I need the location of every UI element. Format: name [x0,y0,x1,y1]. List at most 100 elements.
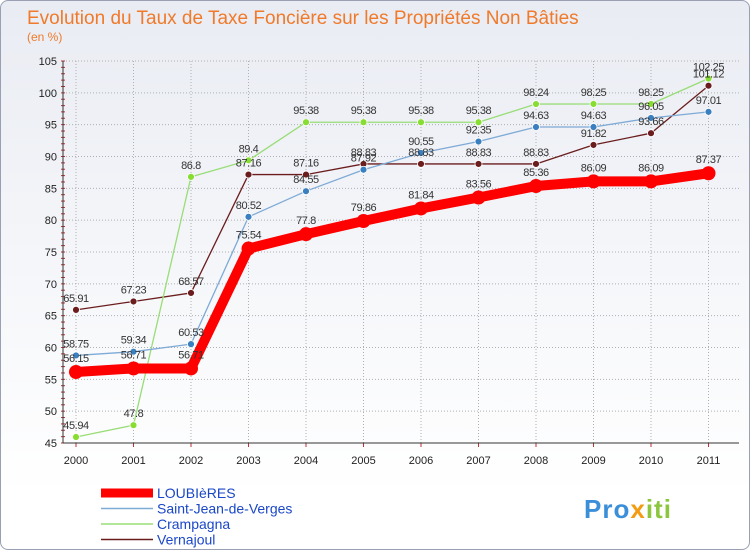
point-vernajoul [417,160,425,168]
data-label-loubi-res: 86.09 [638,162,664,174]
point-vernajoul [187,289,195,297]
data-label-loubi-res: 56.71 [178,349,204,361]
point-crampagna [417,118,425,127]
legend-label-vernajoul: Vernajoul [157,532,215,548]
series-line-vernajoul [75,85,710,311]
data-label-vernajoul: 67.23 [121,284,147,296]
point-saint-jean-de-verges [647,114,655,122]
data-label-vernajoul: 88.83 [351,147,377,159]
point-crampagna [72,433,80,441]
point-loubi-res [529,179,543,194]
point-saint-jean-de-verges [532,123,540,131]
axes: 45 50 55 60 65 70 75 80 85 90 95 100 105 2000 2001 2002… [39,56,739,467]
data-label-loubi-res: 83.56 [466,179,492,191]
x-tick-label: 2008 [524,455,548,467]
legend-label-saint-jean-de-verges: Saint-Jean-de-Verges [157,501,292,517]
y-tick-label: 75 [45,247,57,259]
point-crampagna [589,100,598,108]
point-crampagna [359,118,368,127]
proxiti-logo: Proxiti [584,494,671,524]
data-label-crampagna: 98.25 [581,87,607,99]
series-layer [69,74,716,441]
point-crampagna [129,421,138,430]
point-saint-jean-de-verges [359,165,368,174]
point-saint-jean-de-verges [302,187,310,196]
data-label-saint-jean-de-verges: 94.63 [581,110,607,122]
x-tick-label: 2011 [697,455,721,467]
x-tick-label: 2004 [294,455,318,467]
data-label-saint-jean-de-verges: 60.53 [178,327,204,339]
point-saint-jean-de-verges [589,123,598,131]
point-loubi-res [356,214,371,229]
y-tick-label: 85 [45,183,57,195]
series-line-crampagna [75,77,710,438]
point-vernajoul [474,160,483,168]
data-label-crampagna: 102.25 [693,62,725,74]
chart-title: Evolution du Taux de Taxe Foncière sur l… [27,8,579,29]
y-tick-label: 60 [45,343,57,355]
data-label-loubi-res: 85.36 [523,167,549,179]
series-line-saint-jean-de-verges [75,111,710,357]
y-tick-label: 90 [45,152,57,164]
y-tick-label: 80 [45,215,57,227]
point-vernajoul [302,170,310,179]
data-label-crampagna: 98.24 [523,87,549,99]
point-loubi-res [644,174,658,189]
point-crampagna [187,172,195,181]
data-label-vernajoul: 88.83 [523,147,549,159]
data-label-vernajoul: 87.16 [236,158,262,170]
data-label-vernajoul: 88.83 [466,147,492,159]
point-saint-jean-de-verges [244,212,253,221]
data-label-vernajoul: 101.12 [693,69,725,81]
data-label-saint-jean-de-verges: 97.01 [696,95,722,107]
point-crampagna [704,74,713,83]
data-label-saint-jean-de-verges: 90.55 [408,136,434,148]
point-saint-jean-de-verges [129,347,138,356]
x-tick-label: 2005 [351,455,375,467]
data-label-vernajoul: 65.91 [63,293,89,305]
x-tick-label: 2009 [581,455,605,467]
data-labels: 65.91 67.23 68.57 87.16 87.16 88.83 88.83 88.83… [63,62,725,433]
y-tick-label: 105 [39,56,57,68]
point-loubi-res [701,166,716,181]
point-loubi-res [471,190,486,205]
logo-text-x: x [630,494,645,524]
x-tick-label: 2010 [639,455,663,467]
x-tick-label: 2007 [466,455,490,467]
point-loubi-res [241,241,256,256]
data-label-loubi-res: 56.71 [121,349,147,361]
point-loubi-res [299,227,313,242]
x-tick-label: 2001 [121,455,145,467]
point-vernajoul [647,129,655,138]
x-tick-label: 2002 [179,455,203,467]
point-loubi-res [586,174,601,189]
point-vernajoul [72,305,80,314]
x-tick-label: 2000 [64,455,88,467]
chart-subtitle: (en %) [27,30,62,44]
point-vernajoul [704,81,713,90]
point-crampagna [647,100,655,108]
series-line-loubi-res [71,168,714,378]
data-label-saint-jean-de-verges: 94.63 [523,110,549,122]
data-label-saint-jean-de-verges: 96.05 [638,101,664,113]
legend: LOUBIèRESSaint-Jean-de-VergesCrampagnaVe… [101,485,292,548]
data-label-crampagna: 98.25 [638,87,664,99]
point-crampagna [532,100,540,108]
point-vernajoul [532,160,540,168]
data-label-saint-jean-de-verges: 92.35 [466,125,492,137]
point-saint-jean-de-verges [187,340,195,349]
data-label-crampagna: 47.8 [124,408,144,420]
data-label-saint-jean-de-verges: 58.75 [63,338,89,350]
y-tick-label: 55 [45,374,57,386]
data-label-loubi-res: 75.54 [236,230,262,242]
data-label-loubi-res: 81.84 [408,189,434,201]
point-loubi-res [184,361,198,376]
y-tick-label: 45 [45,438,57,450]
point-vernajoul [129,297,138,306]
point-crampagna [474,118,483,127]
y-tick-label: 100 [39,88,57,100]
x-tick-label: 2006 [409,455,433,467]
point-saint-jean-de-verges [417,149,425,157]
data-label-loubi-res: 77.8 [296,215,316,227]
